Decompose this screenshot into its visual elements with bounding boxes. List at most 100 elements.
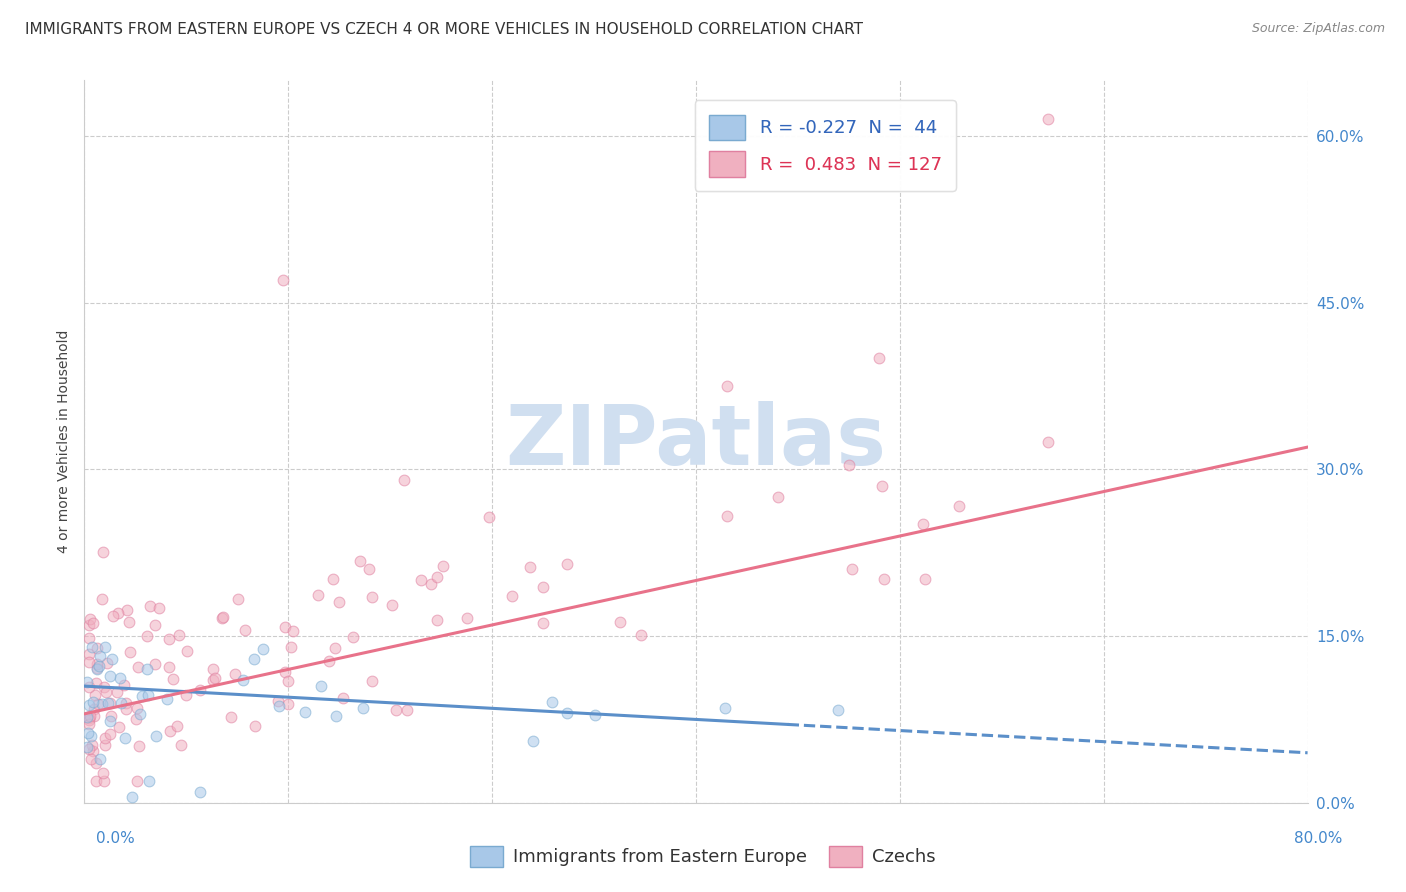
Point [143, 657, 166, 671]
Point [280, 640, 302, 654]
Point [294, 706, 316, 720]
Point [77, 632, 100, 646]
Point [76, 740, 98, 755]
Point [420, 577, 443, 591]
Point [139, 599, 162, 613]
Point [159, 723, 181, 738]
Point [77, 713, 100, 727]
Text: Source: ZipAtlas.com: Source: ZipAtlas.com [1251, 22, 1385, 36]
Point [79, 709, 101, 723]
Point [332, 691, 354, 706]
Point [426, 569, 449, 583]
Point [94, 685, 117, 699]
Point [381, 598, 404, 612]
Point [136, 688, 159, 702]
Point [105, 684, 128, 698]
Point [202, 673, 225, 687]
Point [531, 580, 554, 594]
Point [174, 688, 197, 702]
Point [1036, 434, 1059, 449]
Point [224, 667, 246, 681]
Point [870, 479, 893, 493]
Point [357, 562, 380, 576]
Point [125, 773, 148, 788]
Text: ZIPatlas: ZIPatlas [506, 401, 886, 482]
Point [912, 516, 935, 531]
Point [914, 572, 936, 586]
Point [97, 696, 120, 710]
Point [76, 675, 98, 690]
Point [281, 624, 304, 639]
Point [87, 697, 110, 711]
Point [86, 661, 108, 675]
Point [114, 696, 136, 710]
Point [274, 665, 297, 680]
Point [252, 641, 274, 656]
Point [91, 766, 114, 780]
Point [176, 644, 198, 658]
Point [115, 603, 138, 617]
Point [138, 773, 160, 788]
Point [108, 720, 131, 734]
Point [77, 680, 100, 694]
Point [115, 702, 138, 716]
Point [271, 273, 294, 287]
Point [502, 589, 524, 603]
Point [328, 595, 350, 609]
Point [98, 697, 121, 711]
Point [90, 591, 112, 606]
Point [385, 703, 408, 717]
Point [716, 509, 738, 524]
Point [202, 662, 225, 676]
Point [79, 612, 101, 626]
Point [101, 652, 124, 666]
Point [83, 708, 105, 723]
Point [77, 647, 100, 661]
Point [243, 719, 266, 733]
Point [211, 611, 233, 625]
Point [827, 703, 849, 717]
Point [456, 611, 478, 625]
Point [232, 673, 254, 687]
Point [766, 491, 789, 505]
Point [98, 714, 121, 728]
Point [84, 773, 107, 788]
Point [307, 588, 329, 602]
Point [188, 785, 211, 799]
Point [522, 733, 544, 747]
Point [91, 545, 114, 559]
Legend: Immigrants from Eastern Europe, Czechs: Immigrants from Eastern Europe, Czechs [463, 838, 943, 874]
Point [396, 703, 419, 717]
Point [409, 574, 432, 588]
Point [519, 560, 541, 574]
Point [226, 591, 249, 606]
Point [242, 652, 264, 666]
Point [82, 695, 104, 709]
Point [84, 756, 107, 770]
Text: IMMIGRANTS FROM EASTERN EUROPE VS CZECH 4 OR MORE VEHICLES IN HOUSEHOLD CORRELAT: IMMIGRANTS FROM EASTERN EUROPE VS CZECH … [25, 22, 863, 37]
Point [84, 689, 107, 703]
Point [83, 702, 105, 716]
Point [352, 701, 374, 715]
Point [162, 672, 184, 686]
Text: 0.0%: 0.0% [96, 831, 135, 847]
Point [125, 701, 148, 715]
Point [100, 709, 122, 723]
Point [426, 613, 449, 627]
Point [76, 725, 98, 739]
Point [94, 739, 117, 753]
Point [212, 609, 235, 624]
Point [80, 640, 103, 655]
Point [432, 559, 454, 574]
Point [121, 790, 143, 805]
Point [266, 694, 288, 708]
Point [557, 557, 579, 571]
Point [77, 698, 100, 712]
Point [107, 606, 129, 620]
Point [131, 689, 153, 703]
Point [91, 697, 114, 711]
Point [322, 572, 344, 586]
Point [148, 601, 170, 615]
Point [157, 660, 180, 674]
Point [89, 649, 111, 664]
